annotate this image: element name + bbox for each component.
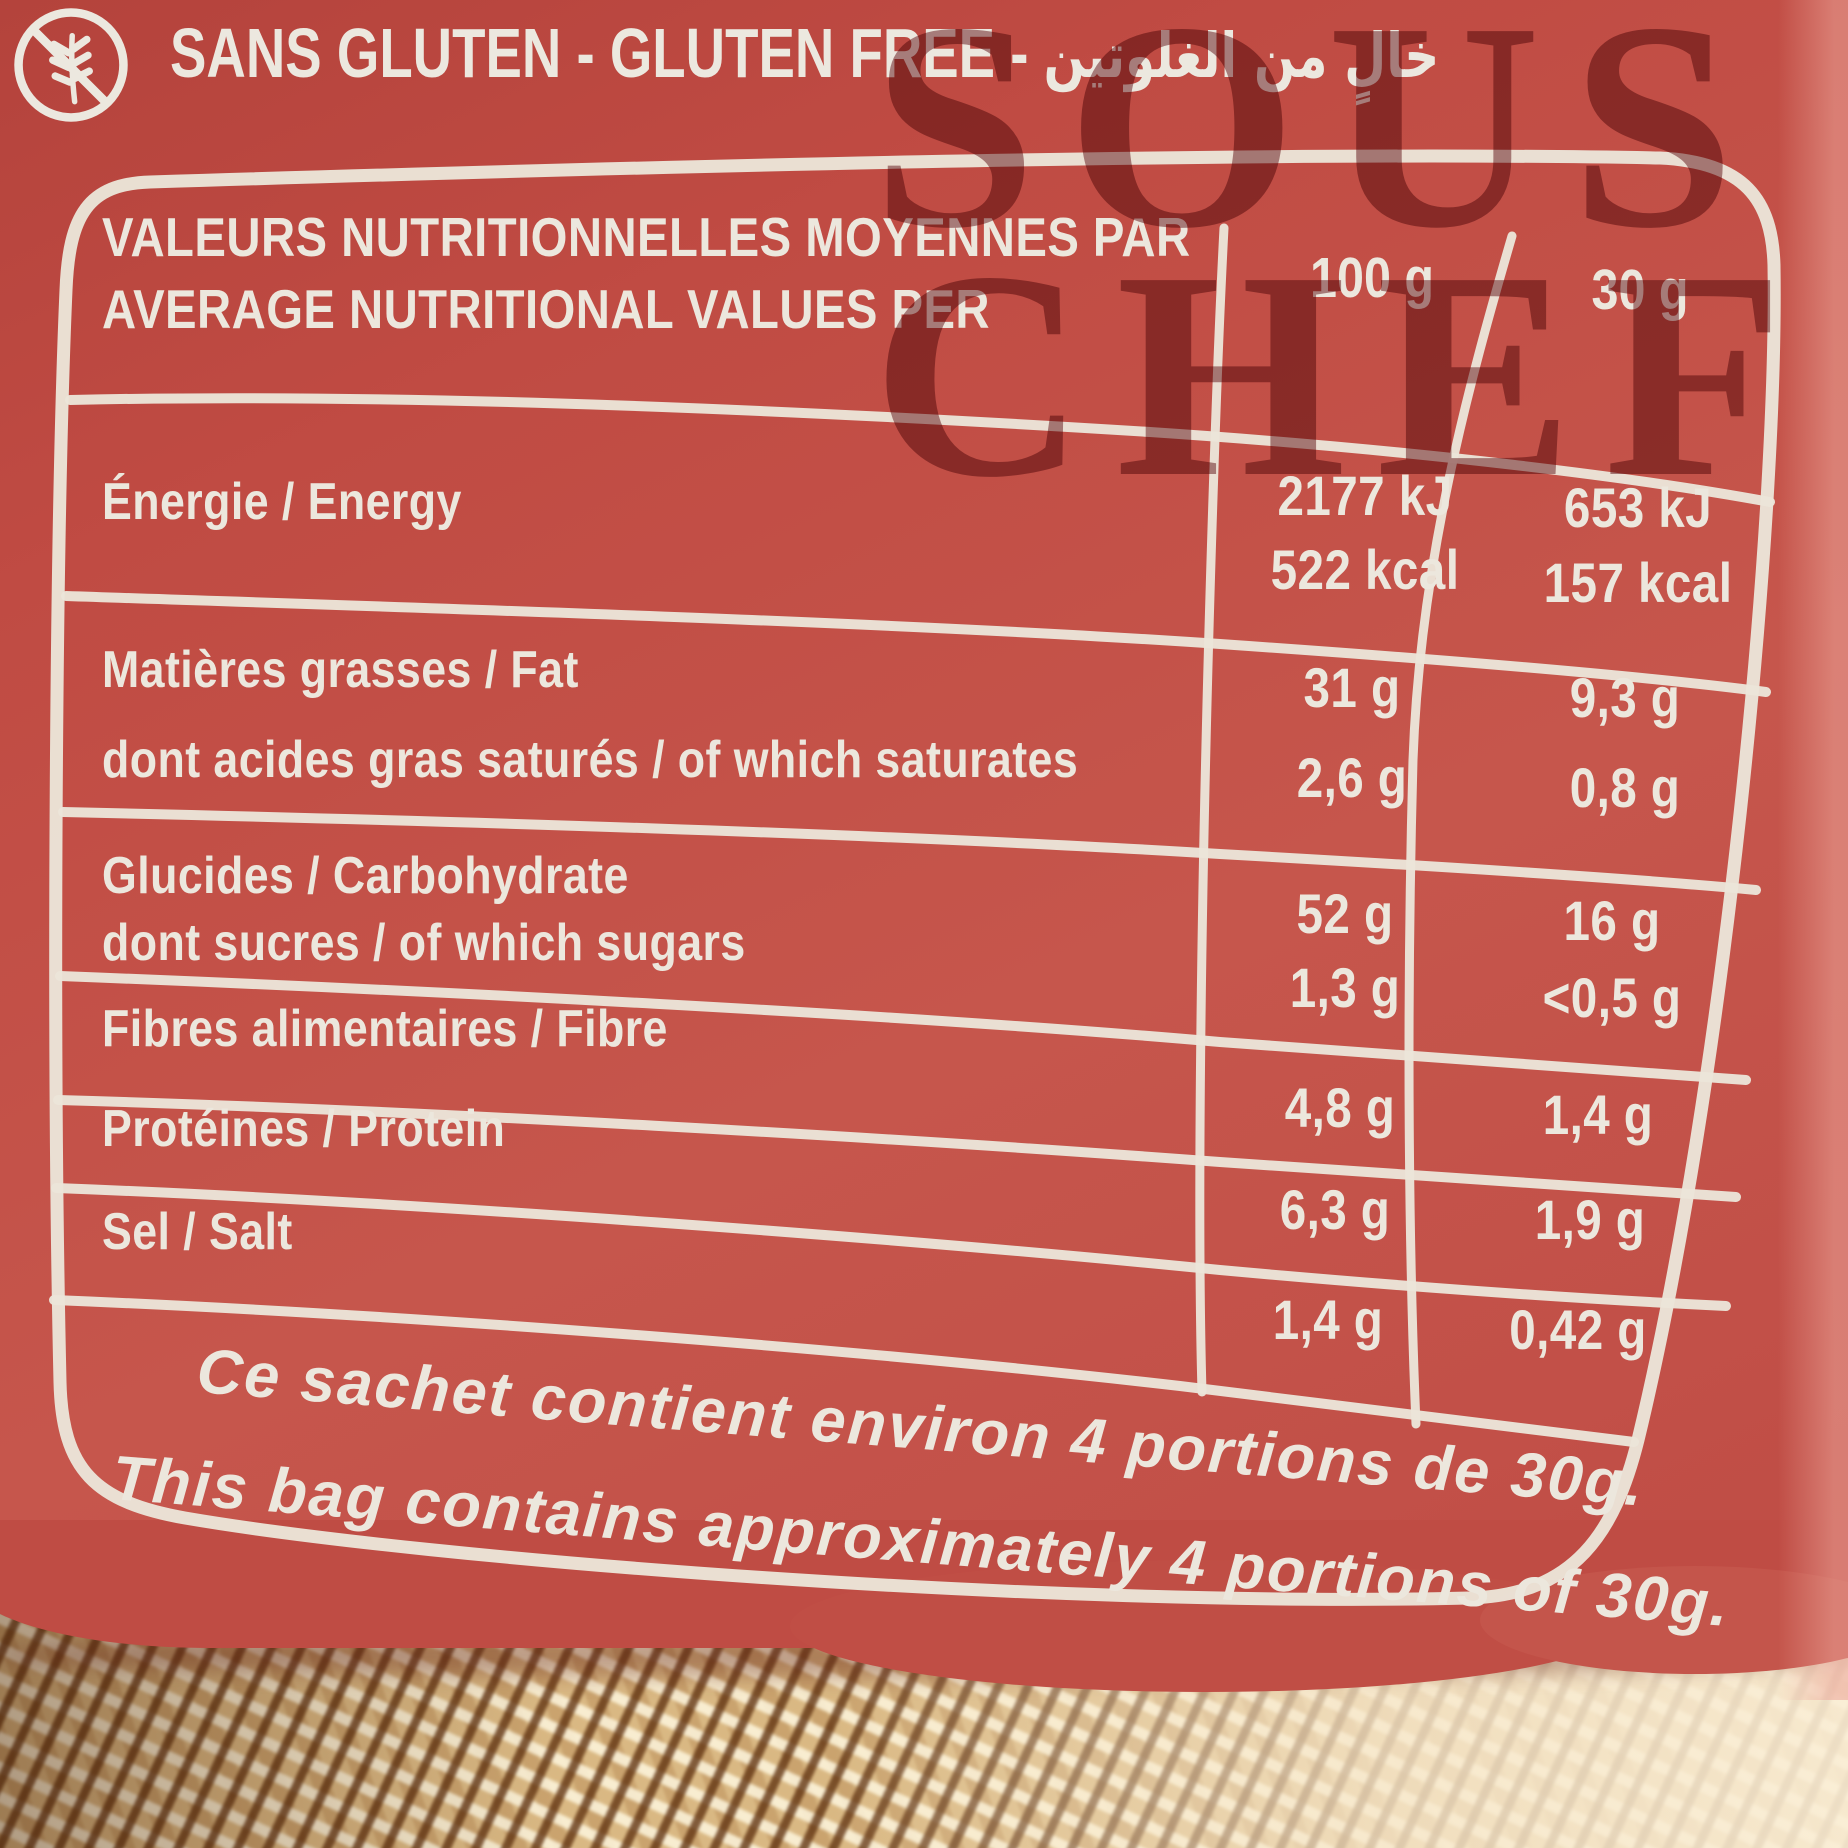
value-saturates-100g: 2,6 g <box>1296 746 1408 809</box>
value-carbohydrate-100g: 52 g <box>1296 882 1394 945</box>
column-header-30g: 30 g <box>1591 258 1689 322</box>
table-title-fr: VALEURS NUTRITIONNELLES MOYENNES PAR <box>102 206 1191 268</box>
watermark-line2: CHEF <box>872 210 1815 539</box>
sous-chef-watermark: SOUS CHEF <box>872 0 1815 539</box>
value-protein-30g: 1,9 g <box>1534 1188 1646 1251</box>
value-protein-100g: 6,3 g <box>1279 1178 1391 1241</box>
value-saturates-30g: 0,8 g <box>1569 756 1681 819</box>
package-edge-highlight <box>1778 0 1848 1700</box>
row-label-fibre: Fibres alimentaires / Fibre <box>102 1000 668 1058</box>
value-fat-100g: 31 g <box>1303 656 1401 719</box>
value-carbohydrate-30g: 16 g <box>1563 889 1661 952</box>
table-title-en: AVERAGE NUTRITIONAL VALUES PER <box>102 278 991 340</box>
column-header-100g: 100 g <box>1310 246 1434 310</box>
value-salt-100g: 1,4 g <box>1272 1288 1384 1351</box>
row-label-fat: Matières grasses / Fat <box>102 641 579 699</box>
value-salt-30g: 0,42 g <box>1509 1298 1647 1361</box>
row-label-salt: Sel / Salt <box>102 1203 293 1261</box>
row-label-energy: Énergie / Energy <box>102 473 462 531</box>
value-sugars-30g: <0,5 g <box>1542 966 1682 1029</box>
value-fibre-30g: 1,4 g <box>1542 1083 1654 1146</box>
row-label-saturates: dont acides gras saturés / of which satu… <box>102 731 1079 789</box>
row-label-carbohydrate: Glucides / Carbohydrate <box>102 847 629 905</box>
watermark-line1: SOUS <box>872 0 1766 290</box>
row-label-protein: Protéines / Protein <box>102 1100 506 1158</box>
gluten-free-banner: SANS GLUTEN - GLUTEN FREE - خالٍ من الغل… <box>170 18 1439 88</box>
value-sugars-100g: 1,3 g <box>1289 956 1401 1019</box>
row-label-sugars: dont sucres / of which sugars <box>102 914 746 972</box>
gluten-free-icon <box>14 8 128 122</box>
gluten-free-text-latin: SANS GLUTEN - GLUTEN FREE - <box>170 14 1029 92</box>
value-energy-kj-30g: 653 kJ <box>1563 476 1713 539</box>
value-energy-kcal-100g: 522 kcal <box>1270 538 1460 601</box>
value-fat-30g: 9,3 g <box>1569 666 1681 729</box>
value-energy-kcal-30g: 157 kcal <box>1543 551 1733 614</box>
gluten-free-text-arabic: خالٍ من الغلوتين <box>1043 19 1440 92</box>
value-energy-kj-100g: 2177 kJ <box>1277 464 1453 527</box>
burlap-shadow-left <box>0 1612 555 1848</box>
value-fibre-100g: 4,8 g <box>1284 1076 1396 1139</box>
